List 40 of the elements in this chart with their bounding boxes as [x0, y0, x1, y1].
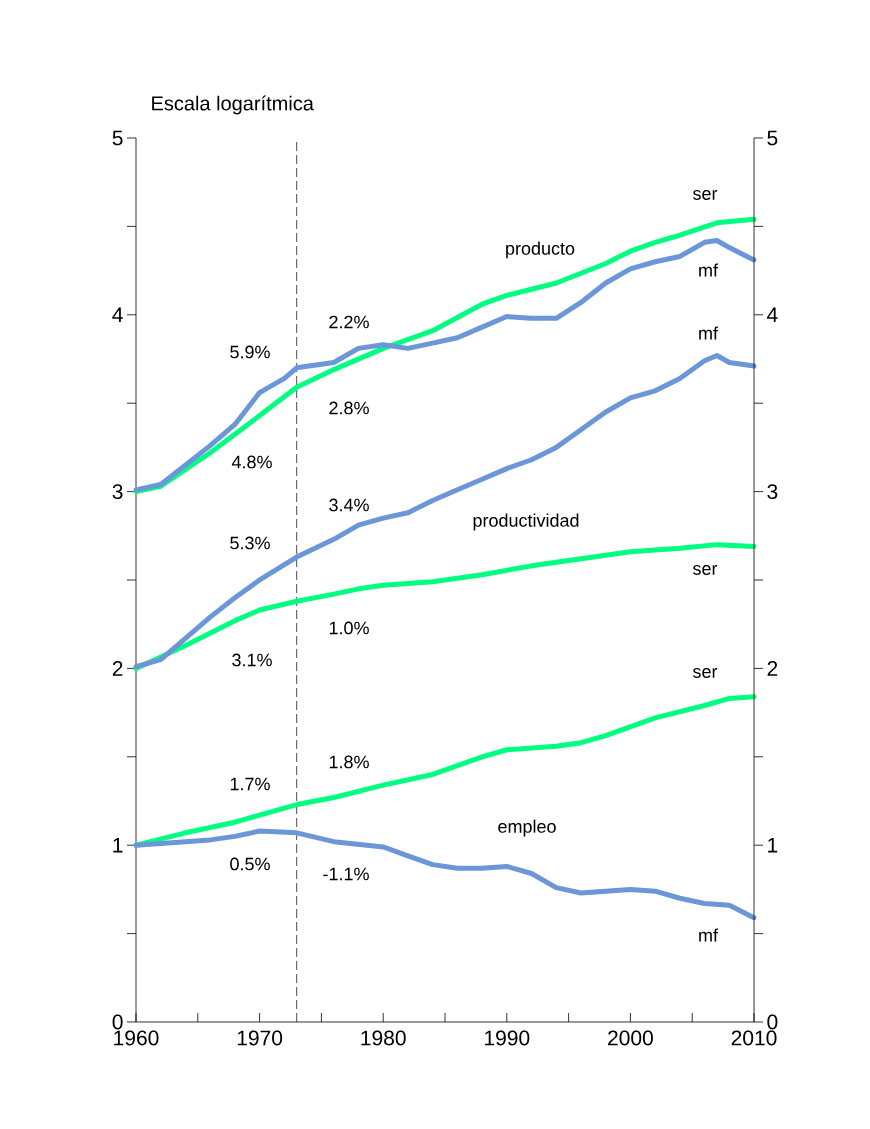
- series-label: ser: [693, 668, 718, 678]
- y2-tick-label: 3: [112, 484, 123, 500]
- x-tick-label: 1960: [114, 1030, 159, 1046]
- series-label: ser: [693, 190, 718, 200]
- annotation: 3.1%: [232, 653, 272, 667]
- y-tick-label: 3: [767, 484, 778, 500]
- y2-tick-label: 0: [112, 1014, 123, 1030]
- series-label: mf: [699, 928, 719, 942]
- y-tick-label: 4: [767, 307, 778, 323]
- x-tick-label: 1990: [485, 1030, 530, 1046]
- annotation: 1.8%: [329, 755, 369, 769]
- annotation: productividad: [473, 513, 579, 531]
- annotation: 1.0%: [329, 621, 369, 635]
- annotation: 5.3%: [230, 536, 270, 550]
- annotation: 3.4%: [329, 498, 369, 512]
- x-tick-label: 2010: [731, 1030, 777, 1046]
- annotation: 0.5%: [230, 857, 270, 871]
- series-label: mf: [699, 326, 719, 340]
- y-tick-label: 2: [767, 661, 778, 676]
- series-label: mf: [699, 263, 719, 277]
- annotation: producto: [506, 241, 575, 259]
- y2-tick-label: 1: [113, 837, 123, 853]
- x-tick-label: 1970: [237, 1030, 283, 1046]
- annotation: 2.8%: [329, 401, 369, 415]
- x-tick-label: 2000: [608, 1030, 653, 1046]
- annotation: 2.2%: [329, 315, 369, 329]
- annotation: -1.1%: [323, 867, 369, 881]
- text: Escala logarítmica: [152, 95, 314, 115]
- y2-tick-label: 4: [112, 307, 123, 323]
- y-tick-label: 0: [767, 1014, 778, 1030]
- series-label: ser: [693, 565, 718, 575]
- annotation: empleo: [498, 819, 556, 837]
- annotation: 4.8%: [231, 455, 272, 469]
- y-tick-label: 5: [767, 130, 778, 146]
- y2-tick-label: 2: [112, 661, 123, 676]
- annotation: 1.7%: [230, 777, 270, 791]
- y-tick-label: 1: [768, 837, 778, 853]
- y2-tick-label: 5: [112, 130, 123, 146]
- x-tick-label: 1980: [361, 1030, 406, 1046]
- annotation: 5.9%: [230, 345, 270, 359]
